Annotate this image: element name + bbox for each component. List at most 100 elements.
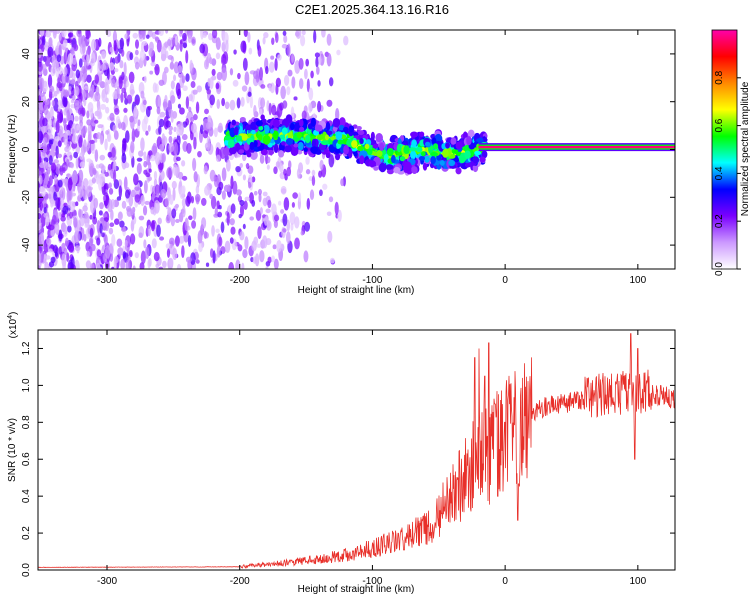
spectrogram-noise-cell: [66, 109, 71, 122]
spectrogram-noise-cell: [38, 224, 41, 230]
spectrogram-noise-cell: [66, 124, 71, 131]
spectrogram-noise-cell: [108, 227, 114, 235]
spectrogram-noise-cell: [123, 107, 128, 113]
spectrogram-noise-cell: [204, 185, 210, 196]
spectrogram-noise-cell: [163, 66, 169, 74]
spectrogram-x-tick-label: -100: [362, 275, 382, 286]
spectrogram-noise-cell: [316, 66, 320, 75]
spectrogram-noise-cell: [140, 90, 145, 99]
spectrogram-noise-cell: [153, 170, 158, 180]
spectrogram-noise-cell: [182, 42, 188, 49]
spectrogram-noise-cell: [170, 94, 176, 104]
spectrogram-noise-cell: [69, 211, 73, 219]
spectrogram-noise-cell: [42, 143, 48, 154]
spectrogram-signal-cell: [403, 161, 412, 172]
spectrogram-noise-cell: [326, 211, 332, 216]
spectrogram-noise-cell: [151, 238, 157, 249]
spectrogram-noise-cell: [221, 167, 227, 182]
spectrogram-noise-cell: [158, 118, 165, 128]
spectrogram-noise-cell: [242, 223, 246, 230]
spectrogram-noise-cell: [203, 230, 208, 239]
spectrogram-noise-cell: [291, 202, 295, 208]
spectrogram-signal-cell: [348, 148, 353, 159]
spectrogram-noise-cell: [76, 124, 80, 131]
spectrogram-noise-cell: [229, 68, 234, 76]
snr-y-label: SNR (10 * v/v): [7, 418, 18, 482]
spectrogram-noise-cell: [140, 137, 145, 152]
spectrogram-noise-cell: [298, 78, 304, 90]
spectrogram-noise-cell: [305, 156, 310, 165]
spectrogram-noise-cell: [266, 164, 270, 170]
spectrogram-noise-cell: [48, 261, 55, 268]
spectrogram-noise-cell: [67, 53, 74, 66]
spectrogram-noise-cell: [287, 69, 293, 77]
spectrogram-noise-cell: [308, 102, 313, 114]
spectrogram-noise-cell: [301, 30, 306, 36]
spectrogram-noise-cell: [138, 30, 144, 40]
spectrogram-noise-cell: [247, 91, 252, 97]
spectrogram-noise-cell: [164, 197, 169, 207]
spectrogram-noise-cell: [57, 106, 61, 112]
spectrogram-noise-cell: [61, 242, 66, 252]
spectrogram-noise-cell: [147, 224, 151, 237]
spectrogram-noise-cell: [38, 76, 43, 84]
spectrogram-noise-cell: [156, 106, 161, 115]
spectrogram-noise-cell: [210, 195, 217, 210]
snr-y-tick-label: 0.4: [21, 489, 32, 503]
spectrogram-noise-cell: [194, 193, 201, 203]
spectrogram-noise-cell: [209, 56, 213, 65]
spectrogram-noise-cell: [280, 209, 285, 214]
spectrogram-noise-cell: [263, 215, 269, 226]
spectrogram-signal-cell: [424, 141, 431, 147]
spectrogram-noise-cell: [191, 36, 197, 46]
spectrogram-noise-cell: [63, 132, 69, 146]
spectrogram-noise-cell: [190, 116, 195, 122]
spectrogram-noise-cell: [253, 190, 258, 196]
spectrogram-noise-cell: [104, 234, 108, 246]
spectrogram-noise-cell: [277, 54, 282, 61]
spectrogram-noise-cell: [59, 189, 64, 199]
spectrogram-noise-cell: [196, 85, 203, 93]
spectrogram-noise-cell: [224, 240, 231, 253]
spectrogram-noise-cell: [185, 96, 190, 109]
spectrogram-signal-cell: [411, 166, 418, 174]
spectrogram-signal-cell: [281, 141, 286, 146]
spectrogram-noise-cell: [125, 259, 131, 269]
spectrogram-noise-cell: [92, 167, 97, 174]
spectrogram-noise-cell: [47, 46, 54, 58]
spectrogram-noise-cell: [134, 252, 139, 259]
spectrogram-noise-cell: [116, 238, 123, 247]
spectrogram-noise-cell: [102, 225, 106, 231]
spectrogram-noise-cell: [129, 115, 134, 123]
spectrogram-noise-cell: [239, 204, 245, 217]
spectrogram-noise-cell: [95, 262, 101, 269]
spectrogram-noise-cell: [280, 85, 286, 100]
spectrogram-noise-cell: [172, 248, 178, 261]
spectrogram-noise-cell: [140, 250, 146, 265]
spectrogram-noise-cell: [124, 189, 131, 199]
spectrogram-noise-cell: [177, 103, 182, 109]
spectrogram-signal-cell: [481, 150, 488, 159]
spectrogram-noise-cell: [300, 230, 304, 236]
spectrogram-noise-cell: [97, 124, 104, 129]
snr-frame: [37, 329, 676, 571]
snr-scale-exponent: 4: [7, 315, 14, 319]
spectrogram-signal-cell: [419, 131, 425, 138]
spectrogram-noise-cell: [146, 34, 150, 39]
spectrogram-noise-cell: [209, 94, 215, 106]
colorbar-tick-label: 0.2: [714, 214, 725, 228]
colorbar-label: Normalized spectral amplitude: [740, 81, 750, 216]
spectrogram-noise-cell: [143, 151, 147, 161]
spectrogram-noise-cell: [257, 226, 262, 240]
spectrogram-noise-cell: [98, 210, 103, 216]
spectrogram-noise-cell: [152, 82, 158, 93]
spectrogram-noise-cell: [265, 265, 269, 269]
spectrogram-noise-cell: [179, 40, 183, 52]
spectrogram-noise-cell: [154, 36, 159, 42]
spectrogram-noise-cell: [257, 188, 263, 196]
spectrogram-signal-cell: [316, 134, 324, 141]
spectrogram-noise-cell: [181, 185, 186, 194]
spectrogram-noise-cell: [186, 142, 192, 154]
spectrogram-noise-cell: [154, 63, 160, 76]
spectrogram-noise-cell: [99, 135, 104, 146]
